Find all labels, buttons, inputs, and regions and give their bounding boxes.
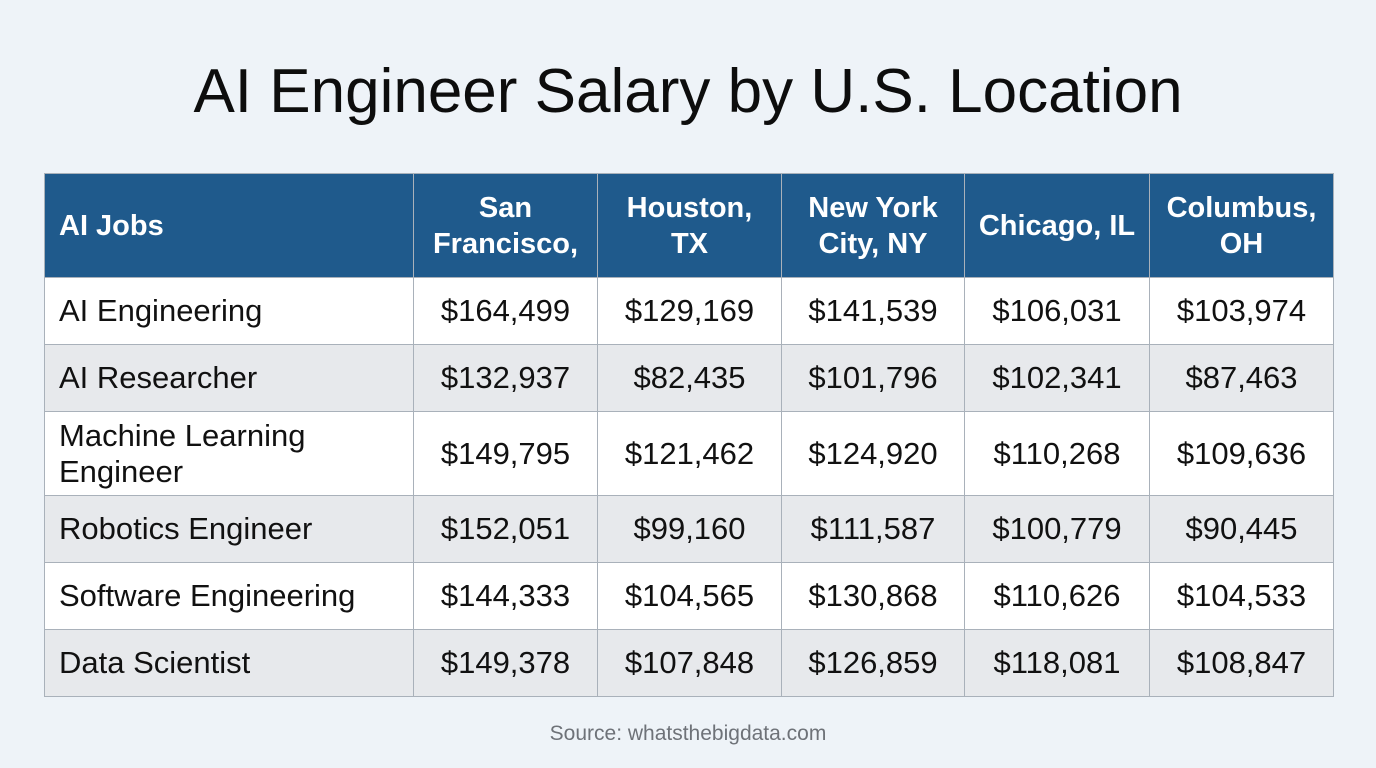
table-header-row: AI Jobs San Francisco, Houston, TX New Y… [44, 173, 1334, 278]
job-title-cell: Machine Learning Engineer [44, 411, 414, 496]
salary-cell: $104,565 [597, 562, 782, 630]
page-title: AI Engineer Salary by U.S. Location [193, 57, 1183, 126]
source-note: Source: whatsthebigdata.com [549, 722, 827, 745]
salary-table: AI Jobs San Francisco, Houston, TX New Y… [44, 173, 1334, 697]
salary-cell: $106,031 [964, 277, 1150, 345]
salary-cell: $121,462 [597, 411, 782, 496]
job-title-cell: AI Engineering [44, 277, 414, 345]
job-title-cell: Data Scientist [44, 629, 414, 697]
column-header-ai-jobs: AI Jobs [44, 173, 414, 278]
salary-cell: $141,539 [781, 277, 965, 345]
column-header-columbus: Columbus, OH [1149, 173, 1334, 278]
job-title-cell: Software Engineering [44, 562, 414, 630]
salary-cell: $129,169 [597, 277, 782, 345]
job-title-cell: Robotics Engineer [44, 495, 414, 563]
column-header-san-francisco: San Francisco, [413, 173, 598, 278]
salary-cell: $110,268 [964, 411, 1150, 496]
job-title-cell: AI Researcher [44, 344, 414, 412]
table-row: Machine Learning Engineer $149,795 $121,… [44, 411, 1334, 496]
salary-cell: $108,847 [1149, 629, 1334, 697]
salary-cell: $104,533 [1149, 562, 1334, 630]
table-row: AI Researcher $132,937 $82,435 $101,796 … [44, 344, 1334, 412]
salary-cell: $99,160 [597, 495, 782, 563]
salary-cell: $132,937 [413, 344, 598, 412]
salary-cell: $118,081 [964, 629, 1150, 697]
salary-cell: $149,378 [413, 629, 598, 697]
salary-cell: $101,796 [781, 344, 965, 412]
column-header-houston: Houston, TX [597, 173, 782, 278]
salary-cell: $100,779 [964, 495, 1150, 563]
salary-cell: $130,868 [781, 562, 965, 630]
salary-cell: $124,920 [781, 411, 965, 496]
column-header-new-york: New York City, NY [781, 173, 965, 278]
salary-cell: $87,463 [1149, 344, 1334, 412]
salary-cell: $149,795 [413, 411, 598, 496]
salary-cell: $111,587 [781, 495, 965, 563]
salary-cell: $107,848 [597, 629, 782, 697]
salary-cell: $152,051 [413, 495, 598, 563]
salary-cell: $103,974 [1149, 277, 1334, 345]
table-row: Software Engineering $144,333 $104,565 $… [44, 562, 1334, 630]
salary-cell: $82,435 [597, 344, 782, 412]
table-row: AI Engineering $164,499 $129,169 $141,53… [44, 277, 1334, 345]
salary-cell: $126,859 [781, 629, 965, 697]
table-row: Robotics Engineer $152,051 $99,160 $111,… [44, 495, 1334, 563]
salary-cell: $144,333 [413, 562, 598, 630]
table-row: Data Scientist $149,378 $107,848 $126,85… [44, 629, 1334, 697]
salary-cell: $109,636 [1149, 411, 1334, 496]
salary-cell: $164,499 [413, 277, 598, 345]
salary-cell: $102,341 [964, 344, 1150, 412]
salary-cell: $110,626 [964, 562, 1150, 630]
column-header-chicago: Chicago, IL [964, 173, 1150, 278]
salary-cell: $90,445 [1149, 495, 1334, 563]
